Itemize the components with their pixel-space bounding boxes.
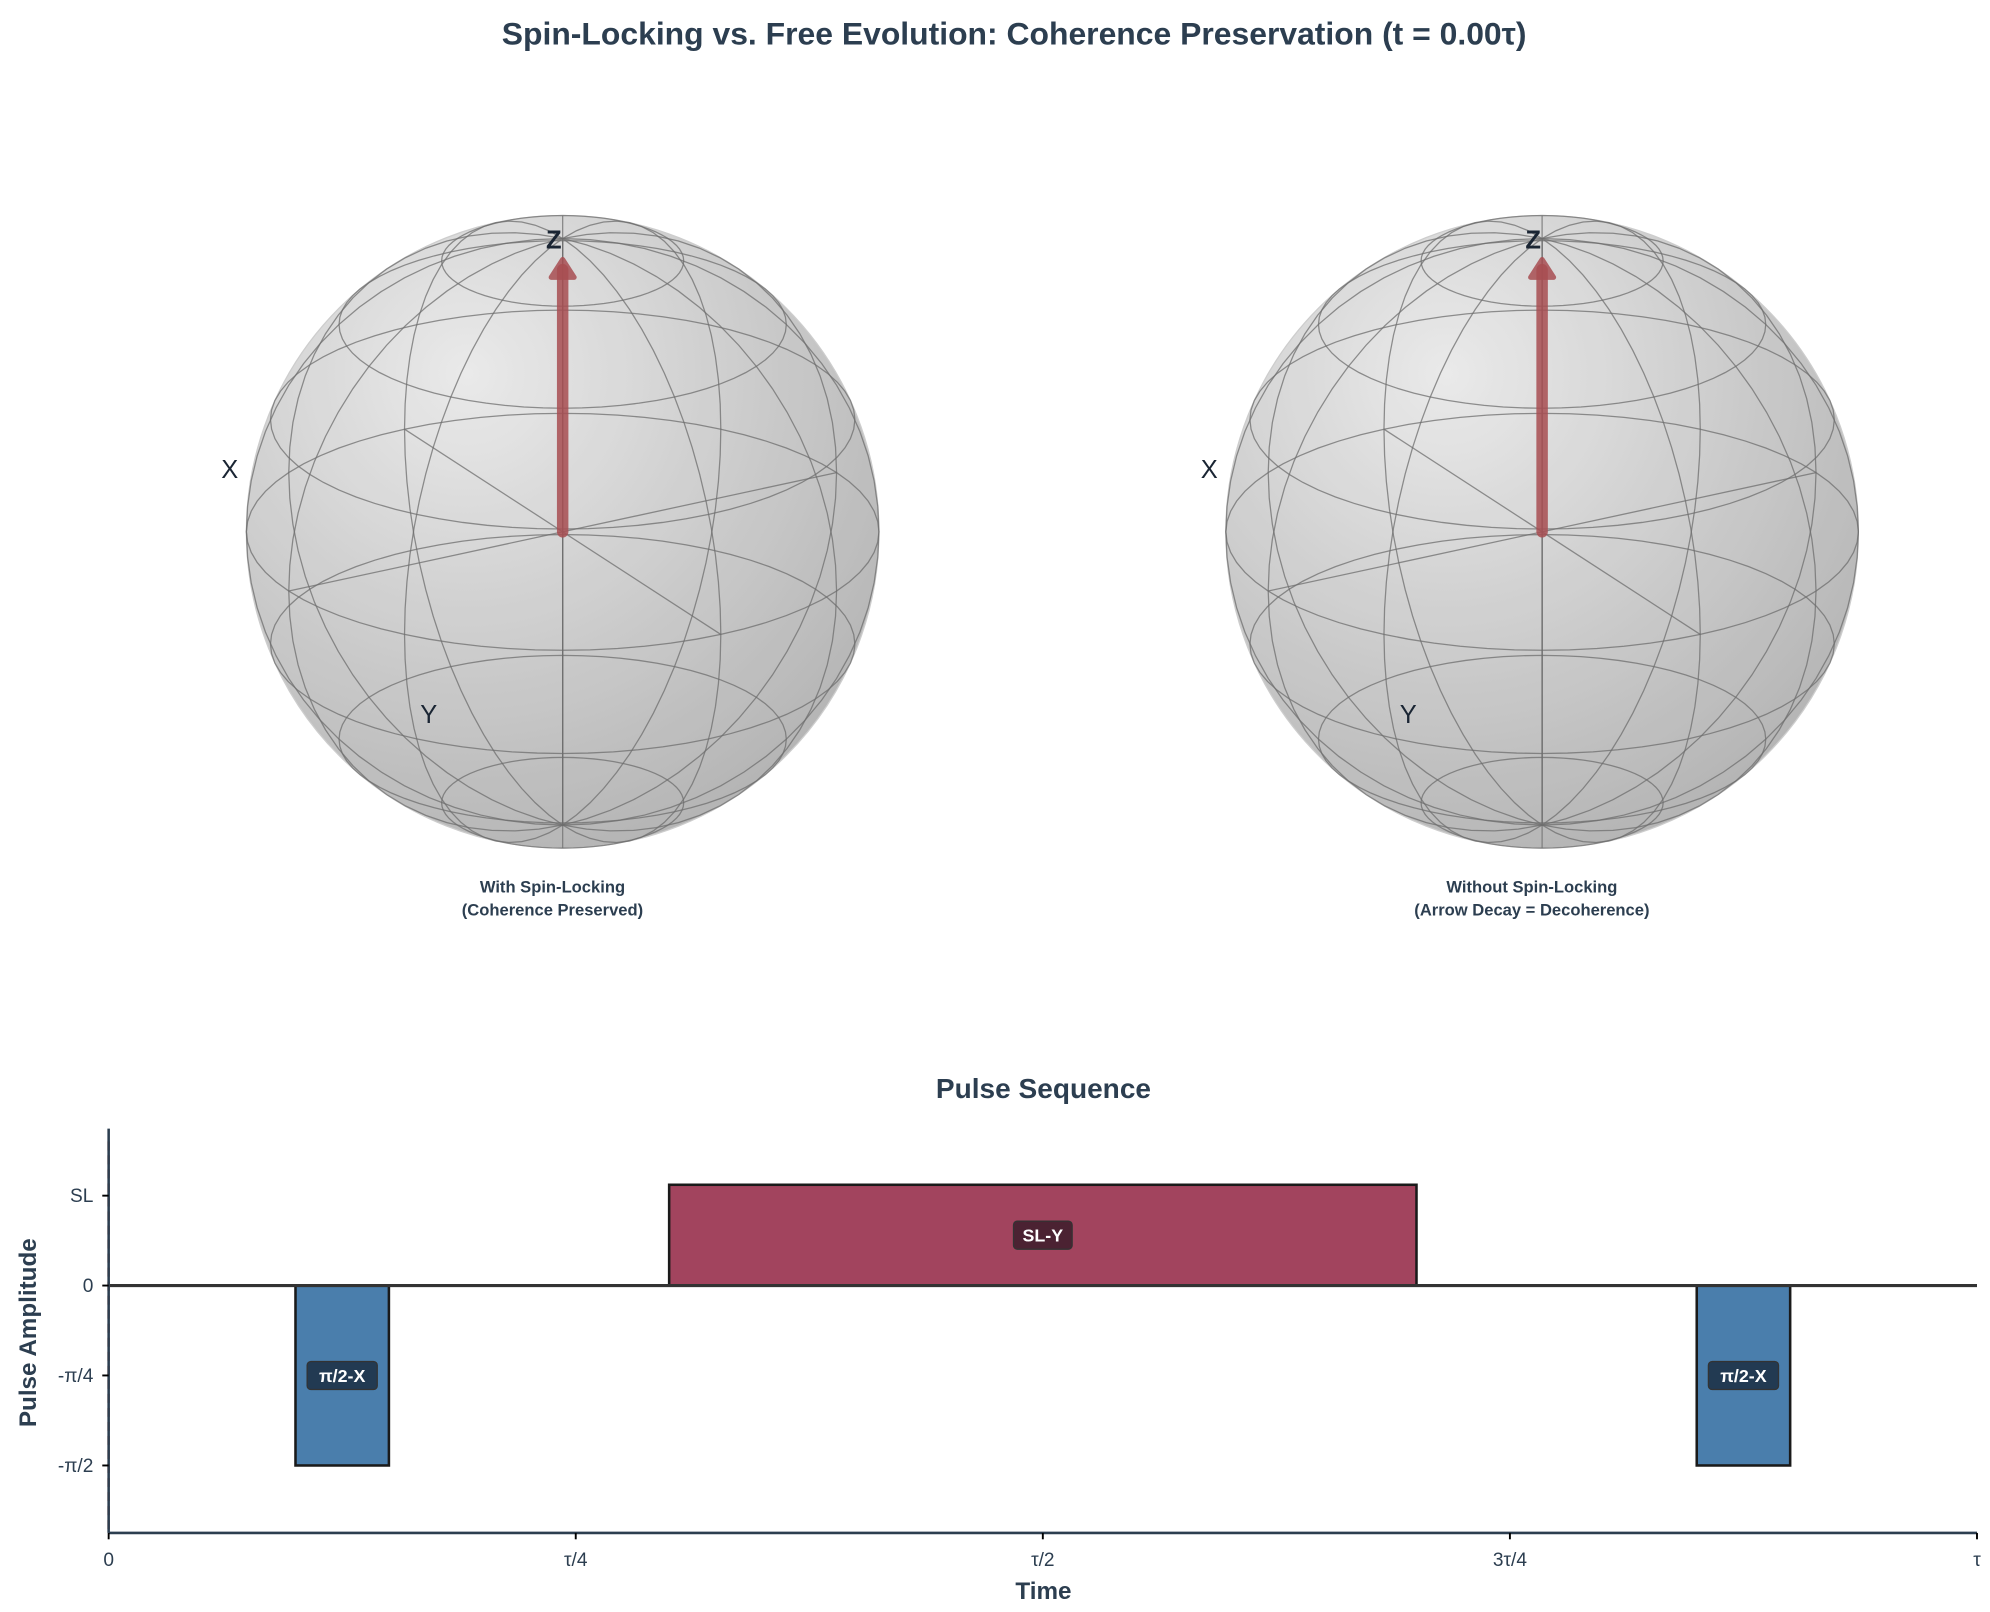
sphere-caption-2-line1: Without Spin-Locking [1446, 878, 1617, 897]
y-tick-label: -π/4 [58, 1366, 94, 1387]
x-tick-label: τ [1973, 1550, 1981, 1571]
z-axis-label: Z [546, 227, 562, 255]
z-axis-label: Z [1525, 227, 1541, 255]
pulse-chart-title: Pulse Sequence [936, 1073, 1151, 1104]
sphere-caption-1-line2: (Coherence Preserved) [462, 901, 643, 920]
y-tick-label: -π/2 [58, 1456, 94, 1477]
y-tick-label: SL [70, 1186, 93, 1207]
x-tick-label: τ/2 [1031, 1550, 1055, 1571]
y-axis-label: Y [1400, 701, 1417, 729]
pulse-label-box [306, 1360, 378, 1391]
sphere-caption-2-line2: (Arrow Decay = Decoherence) [1414, 901, 1649, 920]
y-axis-label: Pulse Amplitude [15, 1238, 42, 1427]
y-axis-label: Y [420, 701, 437, 729]
bloch-sphere-free-evolution: X Y Z [1201, 214, 1860, 849]
x-tick-label: τ/4 [564, 1550, 588, 1571]
x-tick-label: 0 [103, 1550, 114, 1571]
figure-title: Spin-Locking vs. Free Evolution: Coheren… [502, 16, 1527, 52]
x-axis-label: X [1201, 456, 1218, 484]
pulse-label: π/2-X [1720, 1366, 1766, 1386]
pulse-label: π/2-X [319, 1366, 365, 1386]
parallel-line [1420, 756, 1664, 849]
x-axis-label: Time [1015, 1578, 1071, 1605]
parallel-line [440, 756, 685, 849]
arrow-head-icon [1528, 256, 1557, 280]
bloch-sphere-spin-locking: X Y Z [221, 214, 880, 849]
x-tick-label: 3τ/4 [1493, 1550, 1527, 1571]
y-tick-label: 0 [83, 1276, 94, 1297]
pulse-label: SL-Y [1022, 1226, 1063, 1246]
pulse-label-box [1012, 1220, 1073, 1250]
x-axis-label: X [221, 456, 238, 484]
arrow-head-icon [548, 256, 577, 280]
sphere-caption-1-line1: With Spin-Locking [480, 878, 625, 897]
pulse-sequence-chart: π/2-X SL-Y π/2-X SL 0 -π/4 -π/2 0 τ/4 τ/2 3τ/4 τ [58, 1128, 1981, 1571]
pulse-label-box [1707, 1360, 1780, 1391]
